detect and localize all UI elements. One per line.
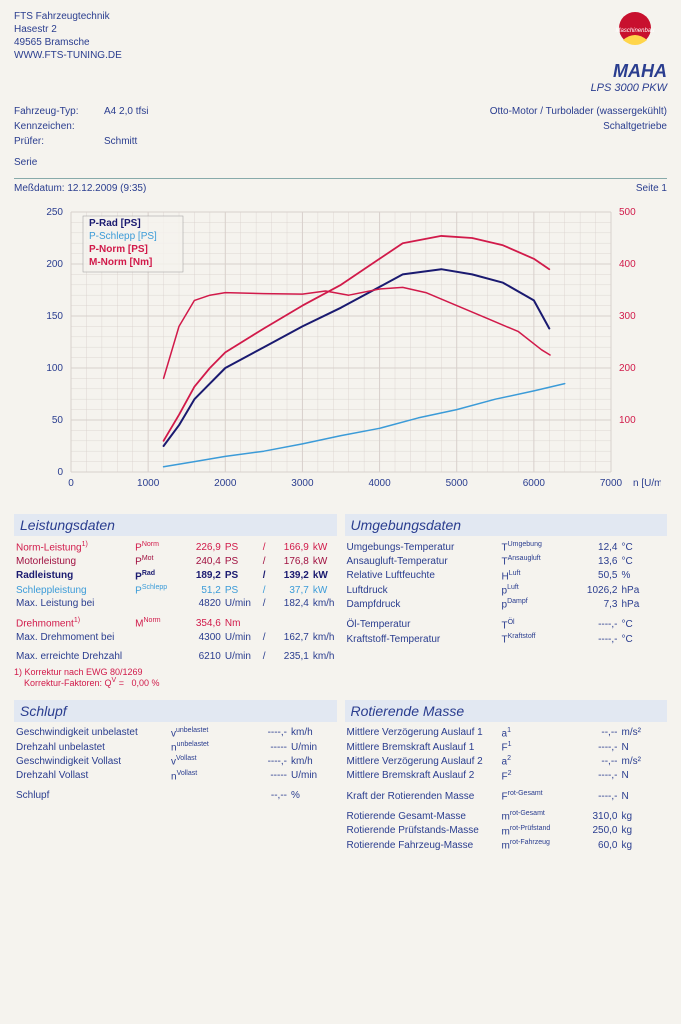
umgebung-col: Umgebungsdaten Umgebungs-TemperaturTUmge… — [345, 508, 668, 688]
table-row: Max. erreichte Drehzahl6210U/min/235,1km… — [14, 650, 337, 663]
engine-line1: Otto-Motor / Turbolader (wassergekühlt) — [490, 104, 667, 119]
svg-text:200: 200 — [46, 259, 63, 270]
rotmasse-col: Rotierende Masse Mittlere Verzögerung Au… — [345, 694, 668, 853]
table-row: MotorleistungPMot240,4PS/176,8kW — [14, 554, 337, 568]
table-row: Geschwindigkeit VollastvVollast----,-km/… — [14, 754, 337, 768]
svg-text:400: 400 — [619, 259, 636, 270]
table-row: Max. Drehmoment bei4300U/min/162,7km/h — [14, 631, 337, 644]
svg-text:7000: 7000 — [599, 478, 622, 489]
table-row: Mittlere Verzögerung Auslauf 2a2--,--m/s… — [345, 754, 668, 768]
tester-label: Prüfer: — [14, 134, 104, 149]
divider — [14, 178, 667, 179]
svg-text:150: 150 — [46, 311, 63, 322]
svg-text:P-Rad [PS]: P-Rad [PS] — [89, 218, 141, 229]
vehicle-type-label: Fahrzeug-Typ: — [14, 104, 104, 119]
table-row: Drehzahl unbelastetnunbelastet-----U/min — [14, 740, 337, 754]
svg-text:300: 300 — [619, 311, 636, 322]
table-row: Drehmoment1)MNorm354,6Nm — [14, 616, 337, 630]
svg-text:P-Norm [PS]: P-Norm [PS] — [89, 244, 148, 255]
table-row: Mittlere Bremskraft Auslauf 2F2----,-N — [345, 769, 668, 783]
svg-text:0: 0 — [57, 467, 63, 478]
dyno-chart: 0 1000 2000 3000 4000 5000 6000 7000 0 50 100 150 20… — [21, 202, 661, 502]
svg-text:50: 50 — [51, 415, 63, 426]
device-model: LPS 3000 PKW — [591, 82, 667, 94]
umgebung-title: Umgebungsdaten — [345, 514, 668, 536]
table-row: Max. Leistung bei4820U/min/182,4km/h — [14, 597, 337, 610]
table-row: Rotierende Prüfstands-Massemrot-Prüfstan… — [345, 824, 668, 838]
page-number: Seite 1 — [636, 183, 667, 194]
svg-text:n [U/min]: n [U/min] — [633, 478, 661, 489]
svg-text:5000: 5000 — [445, 478, 468, 489]
table-row: Kraft der Rotierenden MasseFrot-Gesamt--… — [345, 789, 668, 803]
svg-text:4000: 4000 — [368, 478, 391, 489]
table-row: SchleppleistungPSchlepp51,2PS/37,7kW — [14, 583, 337, 597]
svg-text:M-Norm [Nm]: M-Norm [Nm] — [89, 257, 152, 268]
korrektur-note1: 1) Korrektur nach EWG 80/1269 — [14, 667, 337, 677]
table-row: Rotierende Fahrzeug-Massemrot-Fahrzeug60… — [345, 838, 668, 852]
table-row: Ansaugluft-TemperaturTAnsaugluft13,6°C — [345, 554, 668, 568]
table-row: Rotierende Gesamt-Massemrot-Gesamt310,0k… — [345, 809, 668, 823]
data-section-row2: Schlupf Geschwindigkeit unbelastetvunbel… — [14, 694, 667, 853]
svg-text:100: 100 — [46, 363, 63, 374]
svg-text:P-Schlepp [PS]: P-Schlepp [PS] — [89, 231, 157, 242]
table-row: LuftdruckpLuft1026,2hPa — [345, 583, 668, 597]
svg-text:1000: 1000 — [137, 478, 160, 489]
svg-text:100: 100 — [619, 415, 636, 426]
table-row: Öl-TemperaturTÖl----,-°C — [345, 618, 668, 632]
leistung-col: Leistungsdaten Norm-Leistung1)PNorm226,9… — [14, 508, 337, 688]
table-row: Geschwindigkeit unbelastetvunbelastet---… — [14, 726, 337, 740]
engine-line2: Schaltgetriebe — [490, 119, 667, 134]
company-name: FTS Fahrzeugtechnik — [14, 10, 122, 23]
svg-text:3000: 3000 — [291, 478, 314, 489]
svg-text:200: 200 — [619, 363, 636, 374]
svg-text:0: 0 — [68, 478, 74, 489]
korrektur-note2: Korrektur-Faktoren: QV = 0,00 % — [14, 677, 337, 688]
logo-brand-text: MAHA — [591, 61, 667, 82]
date-page-row: Meßdatum: 12.12.2009 (9:35) Seite 1 — [14, 183, 667, 194]
table-row: Norm-Leistung1)PNorm226,9PS/166,9kW — [14, 540, 337, 554]
table-row: Drehzahl VollastnVollast-----U/min — [14, 769, 337, 783]
brand-block: Maschinenbau MAHA LPS 3000 PKW — [591, 10, 667, 94]
report-header: FTS Fahrzeugtechnik Hasestr 2 49565 Bram… — [14, 10, 667, 94]
svg-text:6000: 6000 — [522, 478, 545, 489]
umgebung-table: Umgebungs-TemperaturTUmgebung12,4°CAnsau… — [345, 540, 668, 646]
date-label: Meßdatum: — [14, 183, 65, 194]
svg-text:250: 250 — [46, 207, 63, 218]
svg-text:500: 500 — [619, 207, 636, 218]
table-row: Mittlere Bremskraft Auslauf 1F1----,-N — [345, 740, 668, 754]
dyno-report-sheet: FTS Fahrzeugtechnik Hasestr 2 49565 Bram… — [0, 0, 681, 862]
svg-text:2000: 2000 — [214, 478, 237, 489]
table-row: RadleistungPRad189,2PS/139,2kW — [14, 569, 337, 583]
company-address: FTS Fahrzeugtechnik Hasestr 2 49565 Bram… — [14, 10, 122, 94]
company-web: WWW.FTS-TUNING.DE — [14, 49, 122, 62]
tester-value: Schmitt — [104, 134, 137, 149]
svg-text:Maschinenbau: Maschinenbau — [615, 28, 655, 34]
maha-logo-icon: Maschinenbau — [603, 10, 667, 62]
table-row: Umgebungs-TemperaturTUmgebung12,4°C — [345, 540, 668, 554]
table-row: Schlupf--,--% — [14, 789, 337, 802]
table-row: Mittlere Verzögerung Auslauf 1a1--,--m/s… — [345, 726, 668, 740]
dyno-chart-svg: 0 1000 2000 3000 4000 5000 6000 7000 0 50 100 150 20… — [21, 202, 661, 502]
schlupf-table: Geschwindigkeit unbelastetvunbelastet---… — [14, 726, 337, 802]
schlupf-title: Schlupf — [14, 700, 337, 722]
leistung-table: Norm-Leistung1)PNorm226,9PS/166,9kWMotor… — [14, 540, 337, 663]
date-value: 12.12.2009 (9:35) — [67, 183, 146, 194]
table-row: Relative LuftfeuchteHLuft50,5% — [345, 569, 668, 583]
vehicle-type-value: A4 2,0 tfsi — [104, 104, 148, 119]
series-label: Serie — [14, 155, 148, 170]
table-row: DampfdruckpDampf7,3hPa — [345, 597, 668, 611]
rotmasse-table: Mittlere Verzögerung Auslauf 1a1--,--m/s… — [345, 726, 668, 853]
plate-label: Kennzeichen: — [14, 119, 104, 134]
schlupf-col: Schlupf Geschwindigkeit unbelastetvunbel… — [14, 694, 337, 853]
leistung-title: Leistungsdaten — [14, 514, 337, 536]
table-row: Kraftstoff-TemperaturTKraftstoff----,-°C — [345, 632, 668, 646]
rotmasse-title: Rotierende Masse — [345, 700, 668, 722]
data-section-row1: Leistungsdaten Norm-Leistung1)PNorm226,9… — [14, 508, 667, 688]
company-city: 49565 Bramsche — [14, 36, 122, 49]
company-street: Hasestr 2 — [14, 23, 122, 36]
vehicle-meta: Fahrzeug-Typ: A4 2,0 tfsi Kennzeichen: P… — [14, 94, 667, 170]
